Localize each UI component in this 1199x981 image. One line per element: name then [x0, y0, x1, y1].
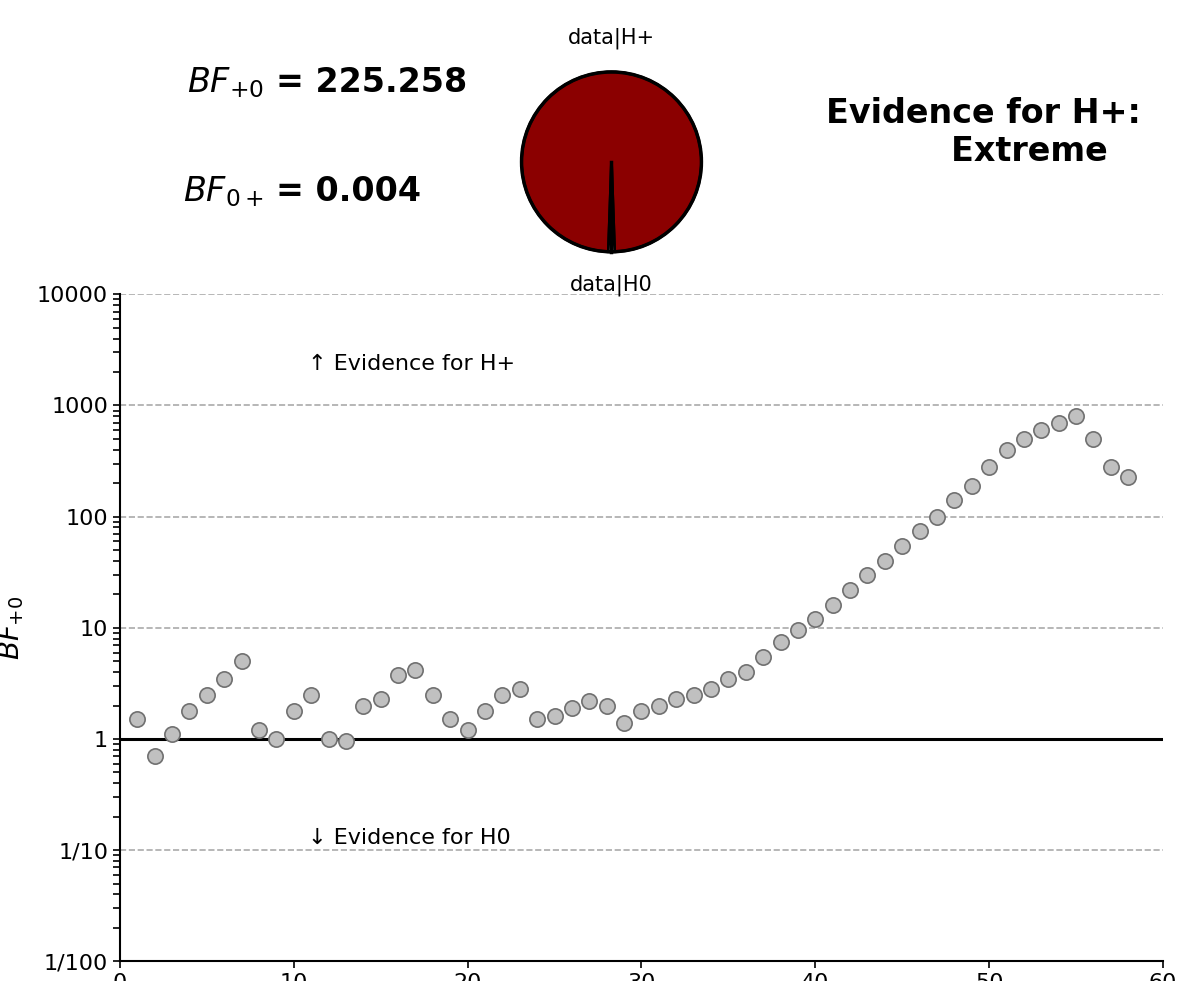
Text: ↓ Evidence for H0: ↓ Evidence for H0	[308, 828, 511, 848]
Text: = 0.004: = 0.004	[276, 175, 421, 208]
Y-axis label: $BF_{+0}$: $BF_{+0}$	[0, 595, 26, 660]
Text: ↑ Evidence for H+: ↑ Evidence for H+	[308, 354, 514, 375]
Wedge shape	[522, 72, 701, 252]
Text: Evidence for H+:
        Extreme: Evidence for H+: Extreme	[826, 97, 1140, 168]
Text: data|H0: data|H0	[570, 275, 653, 295]
Text: $BF_{+0}$: $BF_{+0}$	[187, 65, 264, 100]
Wedge shape	[608, 162, 615, 252]
Text: $BF_{0+}$: $BF_{0+}$	[183, 174, 264, 209]
Text: = 225.258: = 225.258	[276, 66, 468, 99]
Text: data|H+: data|H+	[568, 28, 655, 49]
